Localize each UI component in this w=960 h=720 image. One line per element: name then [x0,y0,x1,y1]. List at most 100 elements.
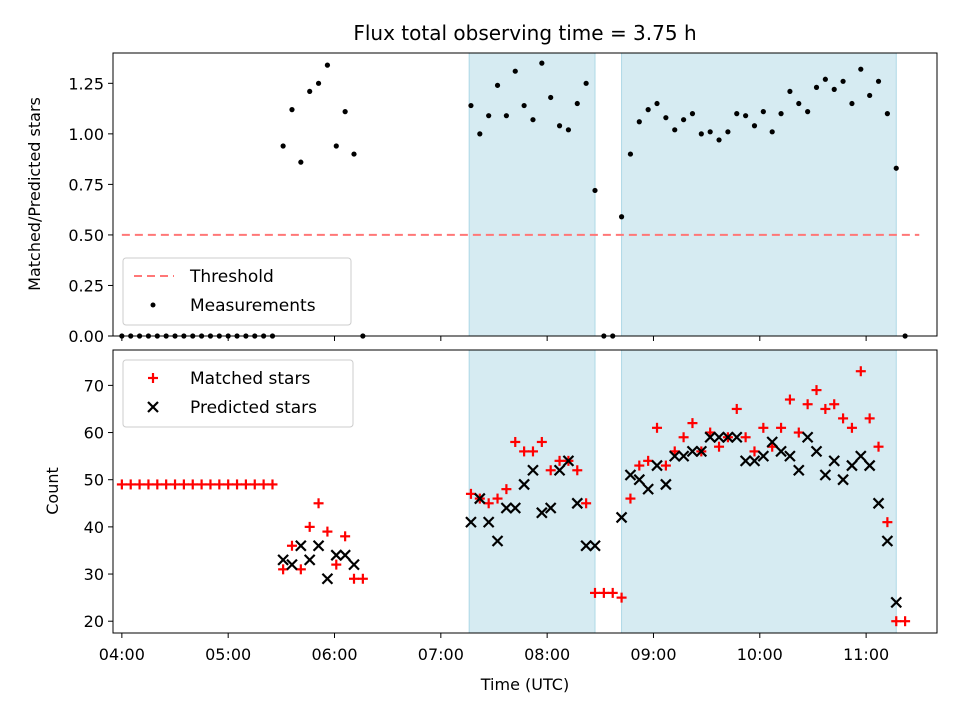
legend-box [122,257,352,326]
predicted-star-marker [775,445,787,458]
matched-star-marker [465,488,476,499]
x-axis-label: Time (UTC) [480,675,569,694]
measurement-point [858,66,864,72]
marker-stroke [633,473,646,486]
measurement-point [760,109,766,115]
matched-star-marker [267,479,278,490]
marker-stroke [303,554,316,566]
matched-star-marker [581,498,592,509]
x-tick-label: 08:00 [524,645,570,664]
predicted-star-marker [642,483,654,495]
marker-stroke [312,539,325,552]
predicted-star-marker [677,450,690,462]
measurement-point [831,86,837,92]
marker-stroke [793,464,805,477]
predicted-star-marker [748,455,761,467]
predicted-star-marker [312,539,325,552]
matched-star-marker [660,460,671,471]
predicted-star-marker [651,459,663,472]
measurement-point [636,119,642,125]
measurement-point [351,151,357,157]
matched-star-marker [536,436,547,447]
measurement-point [867,92,873,99]
matched-star-marker [678,432,689,443]
marker-stroke [339,549,351,561]
marker-stroke [571,497,584,510]
measurement-point [787,88,793,95]
measurement-point [707,129,713,135]
x-tick-label: 05:00 [205,645,251,664]
matched-star-marker [740,432,751,443]
measurement-point [583,80,589,86]
marker-stroke [660,478,672,491]
bottom-y-axis-label: Count [43,467,62,515]
predicted-star-marker [633,473,646,486]
measurement-point [548,94,554,101]
marker-stroke [651,459,663,472]
predicted-star-marker [330,549,343,561]
marker-stroke [677,450,690,462]
marker-stroke [722,431,734,444]
matched-star-marker [313,498,324,509]
measurement-point [734,111,740,117]
matched-star-marker [749,446,760,457]
measurement-point [893,165,899,171]
predicted-star-marker [624,469,637,481]
matched-star-marker [900,616,911,627]
measurement-point [477,131,483,137]
matched-star-marker [196,479,207,490]
x-tick-label: 06:00 [311,645,357,664]
marker-stroke [810,445,823,458]
marker-stroke [846,459,858,472]
predicted-star-marker [730,431,743,444]
predicted-star-marker [872,497,885,510]
marker-stroke [580,539,592,552]
measurements-legend-swatch [150,302,156,308]
bottom-legend: Matched stars Predicted stars [122,359,354,428]
predicted-star-marker [500,502,513,514]
measurement-point [778,111,784,117]
matched-star-marker [295,564,306,575]
marker-stroke [321,572,334,585]
marker-stroke [286,558,298,571]
measurement-point [663,115,669,121]
measurement-point [592,187,598,194]
y-tick-label: 1.25 [68,74,104,93]
measurement-point [698,131,704,137]
predicted-star-marker [339,549,351,561]
measurement-point [884,111,890,117]
measurement-point [298,159,304,165]
measurement-point [521,102,527,109]
marker-stroke [748,455,761,467]
matched-star-marker [545,465,556,476]
predicted-star-marker [527,464,539,477]
matched-star-marker [510,436,521,447]
matched-star-marker [838,413,849,424]
measurement-point [672,127,678,133]
matched-star-marker [634,460,645,471]
measurement-point [289,107,295,113]
measurement-point [315,80,322,86]
y-tick-label: 70 [84,376,104,395]
top-y-axis-label: Matched/Predicted stars [25,97,44,291]
predicted-star-marker [277,554,289,566]
marker-stroke [536,506,548,519]
matched-star-marker [873,441,884,452]
measurement-point [849,100,855,107]
predicted-star-marker [837,473,849,486]
matched-star-marker [598,587,609,598]
measurement-point [494,82,501,88]
predicted-star-marker [286,558,298,571]
marker-stroke [348,558,360,571]
matched-star-marker [483,498,494,509]
matched-star-marker [882,517,893,528]
marker-stroke [757,450,770,462]
matched-star-marker [855,366,866,377]
matched-star-marker [205,479,216,490]
marker-stroke [562,455,575,467]
top-panel: Flux total observing time = 3.75 h 0.000… [25,21,938,346]
matched-star-marker [643,455,654,466]
axis-ticks: 0.00 0.25 0.50 0.75 1.00 1.25 [68,74,867,346]
chart-title: Flux total observing time = 3.75 h [353,21,696,45]
y-tick-label: 50 [84,471,104,490]
